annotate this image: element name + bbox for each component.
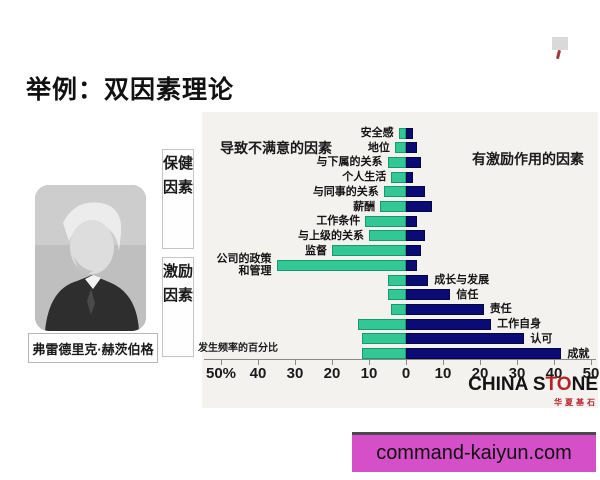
axis-tick-label: 50 [582,365,600,382]
red-mark-icon [555,49,562,60]
hygiene-bar [387,156,406,168]
motivator-bar [406,245,421,257]
axis-tick-label: 10 [360,365,378,382]
bar-label: 责任 [489,303,512,316]
bar-label: 与上级的关系 [298,229,364,242]
motivator-bar [406,259,418,271]
person-name-label: 弗雷德里克·赫茨伯格 [28,333,158,363]
axis-tick-label: 40 [249,365,267,382]
motivator-bar [406,230,425,242]
china-stone-watermark: CHINA STONE 华夏基石 [468,375,598,413]
hygiene-bar [398,127,406,139]
motivator-bar [406,127,414,139]
axis-tick-label: 0 [401,365,411,382]
axis-tick [406,360,407,365]
logo-subtext: 华夏基石 [554,398,598,407]
bar-label: 与同事的关系 [312,185,379,198]
bar-label: 认可 [530,332,553,345]
axis-tick [554,360,555,365]
axis-tick [295,360,296,365]
axis-tick [332,360,333,365]
bar-label: 工作条件 [316,215,361,228]
bar-label: 工作自身 [497,318,542,331]
motivator-bar [406,201,432,212]
logo-red-seal-icon: TO [545,374,572,395]
axis-tick-label: 10 [434,365,452,382]
logo-text-end: NE [571,374,598,395]
axis-tick [258,360,259,365]
axis-tick-label: 50% [205,365,237,382]
axis-tick-label: 30 [286,365,304,382]
axis-tick-label: 30 [508,365,526,382]
hygiene-bar [361,333,406,345]
motivator-bar [406,289,451,301]
axis-tick-label: 20 [323,365,341,382]
hygiene-bar [332,245,406,257]
hygiene-bar [387,289,406,301]
herzberg-photo [35,185,146,331]
bar-label: 公司的政策 和管理 [216,253,272,278]
bar-label: 地位 [367,141,390,154]
two-factor-chart: 导致不满意的因素 有激励作用的因素 安全感地位与下属的关系个人生活 与同事的关系薪… [198,112,600,408]
hygiene-bar [394,142,406,154]
axis-tick [221,360,222,365]
bar-label: 成长与发展 [434,274,490,286]
motivation-header: 有激励作用的因素 [472,151,584,167]
hygiene-bar [391,303,406,315]
hygiene-bar [365,215,406,227]
motivator-bar [406,156,421,168]
axis-tick [591,360,592,365]
bar-label: 安全感 [360,127,394,139]
banner-text: command-kaiyun.com [376,442,572,464]
axis-tick [369,360,370,365]
axis-tick [443,360,444,365]
hygiene-bar [383,186,406,198]
bar-label: 个人生活 [342,171,387,184]
site-banner: command-kaiyun.com [352,432,596,472]
hygiene-bar [361,348,406,359]
hygiene-bar [380,201,406,212]
motivator-bar [406,303,484,315]
hygiene-bar [276,259,406,271]
hygiene-factors-label: 保健因素 [162,149,194,249]
axis-tick [480,360,481,365]
axis-tick-label: 20 [471,365,489,382]
logo-text: CHINA S [468,374,546,395]
hygiene-bar [387,274,406,286]
bar-label: 信任 [456,288,479,301]
axis-tick-label: 40 [545,365,563,382]
axis-caption: 发生频率的百分比 [198,343,278,354]
hygiene-bar [357,318,406,330]
bar-label: 薪酬 [353,200,376,213]
bar-label: 监督 [305,244,327,257]
motivator-bar [406,215,418,227]
motivator-bar [406,186,425,198]
slide-title: 举例：双因素理论 [26,76,235,104]
motivation-factors-label: 激励因素 [162,257,194,357]
motivator-bar [406,142,418,154]
dissatisfaction-header: 导致不满意的因素 [220,140,332,156]
bar-label: 与下属的关系 [316,156,383,169]
motivator-bar [406,318,492,330]
hygiene-bar [391,171,406,183]
broken-image-placeholder [552,37,568,50]
hygiene-bar [369,230,406,242]
portrait-silhouette-icon [35,185,146,331]
motivator-bar [406,348,562,359]
motivator-bar [406,171,414,183]
axis-tick [517,360,518,365]
motivator-bar [406,274,429,286]
motivator-bar [406,333,525,345]
x-axis-line [204,359,596,360]
bar-label: 成就 [567,347,590,360]
